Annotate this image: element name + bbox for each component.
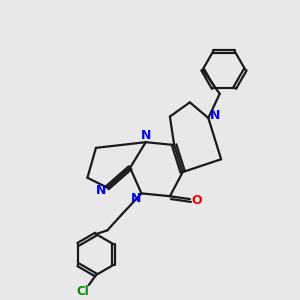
Text: N: N: [140, 129, 151, 142]
Text: N: N: [96, 184, 106, 197]
Text: O: O: [192, 194, 202, 207]
Text: N: N: [209, 109, 220, 122]
Text: N: N: [131, 192, 142, 205]
Text: Cl: Cl: [77, 285, 89, 298]
